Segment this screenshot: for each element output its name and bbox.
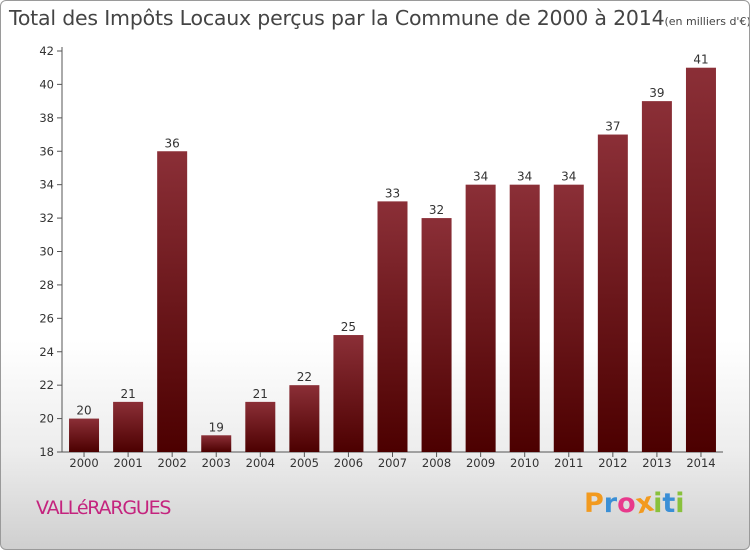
logo-letter: t <box>662 488 676 519</box>
y-tick-label: 38 <box>39 111 54 125</box>
value-label: 21 <box>120 387 135 401</box>
bars <box>69 67 716 452</box>
bar-2011 <box>553 184 584 452</box>
x-tick-label: 2003 <box>202 456 231 470</box>
y-tick-label: 30 <box>39 245 54 259</box>
value-label: 41 <box>693 53 708 67</box>
value-label: 25 <box>341 320 356 334</box>
logo-letter: o <box>617 488 636 519</box>
value-label: 33 <box>385 186 400 200</box>
y-tick-label: 28 <box>39 278 54 292</box>
proxiti-logo: Proxiti <box>584 487 685 521</box>
value-label: 36 <box>165 136 180 150</box>
value-label: 22 <box>297 370 312 384</box>
logo-letter: P <box>584 488 604 519</box>
y-tick-label: 40 <box>39 77 54 91</box>
x-tick-label: 2009 <box>466 456 495 470</box>
x-tick-label: 2002 <box>158 456 187 470</box>
y-tick-label: 42 <box>39 44 54 58</box>
chart-title: Total des Impôts Locaux perçus par la Co… <box>9 6 665 30</box>
x-tick-label: 2006 <box>334 456 363 470</box>
y-tick-label: 18 <box>39 445 54 459</box>
value-label: 20 <box>76 404 91 418</box>
value-label: 21 <box>253 387 268 401</box>
value-label: 34 <box>517 170 532 184</box>
bar-2002 <box>157 151 188 452</box>
axes: 18 20 22 24 26 28 30 32 34 36 38 40 42 <box>39 44 723 459</box>
y-tick-label: 26 <box>39 311 54 325</box>
y-tick-label: 32 <box>39 211 54 225</box>
bar-2014 <box>685 67 716 452</box>
logo-letter: i <box>675 488 685 519</box>
x-tick-label: 2008 <box>422 456 451 470</box>
bar-2013 <box>641 101 672 452</box>
y-tick-label: 36 <box>39 144 54 158</box>
logo-letter: i <box>653 488 663 519</box>
value-label: 19 <box>209 420 224 434</box>
logo-letter: r <box>603 488 618 519</box>
x-tick-label: 2014 <box>686 456 715 470</box>
x-tick-label: 2007 <box>378 456 407 470</box>
bar-2008 <box>421 218 452 452</box>
bar-2000 <box>69 418 100 452</box>
x-tick-label: 2011 <box>554 456 583 470</box>
value-label: 34 <box>561 170 576 184</box>
value-label: 32 <box>429 203 444 217</box>
x-tick-label: 2013 <box>642 456 671 470</box>
y-tick-label: 34 <box>39 178 54 192</box>
y-tick-label: 20 <box>39 412 54 426</box>
bar-2004 <box>245 401 276 452</box>
x-tick-label: 2001 <box>113 456 142 470</box>
bar-2003 <box>201 435 232 452</box>
x-tick-label: 2010 <box>510 456 539 470</box>
bar-2005 <box>289 385 320 452</box>
value-label: 39 <box>649 86 664 100</box>
bar-2009 <box>465 184 496 452</box>
bar-2012 <box>597 134 628 452</box>
x-tick-label: 2012 <box>598 456 627 470</box>
bar-2010 <box>509 184 540 452</box>
x-tick-label: 2000 <box>69 456 98 470</box>
title-block: Total des Impôts Locaux perçus par la Co… <box>9 6 750 30</box>
y-tick-label: 24 <box>39 345 54 359</box>
bar-2007 <box>377 201 408 452</box>
x-tick-label: 2004 <box>246 456 275 470</box>
bar-2001 <box>113 401 144 452</box>
value-label: 37 <box>605 120 620 134</box>
bar-2006 <box>333 335 364 452</box>
value-label: 34 <box>473 170 488 184</box>
y-tick-label: 22 <box>39 378 54 392</box>
x-tick-label: 2005 <box>290 456 319 470</box>
commune-name: VALLéRARGUES <box>36 497 171 519</box>
labels: 2000 20 2001 21 2002 36 2003 19 2004 21 2005 22 2006… <box>69 53 715 470</box>
chart-unit-label: (en milliers d'€) <box>664 15 750 28</box>
